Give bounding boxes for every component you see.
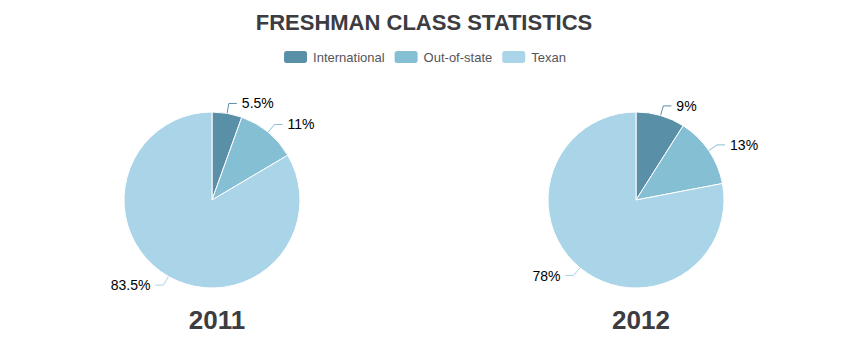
svg-text:Texan: Texan (531, 50, 566, 65)
svg-text:International: International (313, 50, 385, 65)
svg-text:11%: 11% (287, 116, 314, 132)
svg-text:78%: 78% (533, 268, 561, 284)
svg-text:Out-of-state: Out-of-state (424, 50, 493, 65)
svg-text:2011: 2011 (189, 305, 245, 335)
svg-text:13%: 13% (730, 137, 758, 153)
svg-text:83.5%: 83.5% (111, 277, 151, 293)
svg-text:FRESHMAN CLASS STATISTICS: FRESHMAN CLASS STATISTICS (256, 10, 593, 35)
svg-text:9%: 9% (676, 98, 696, 114)
svg-text:5.5%: 5.5% (242, 95, 274, 111)
svg-text:2012: 2012 (612, 305, 670, 335)
